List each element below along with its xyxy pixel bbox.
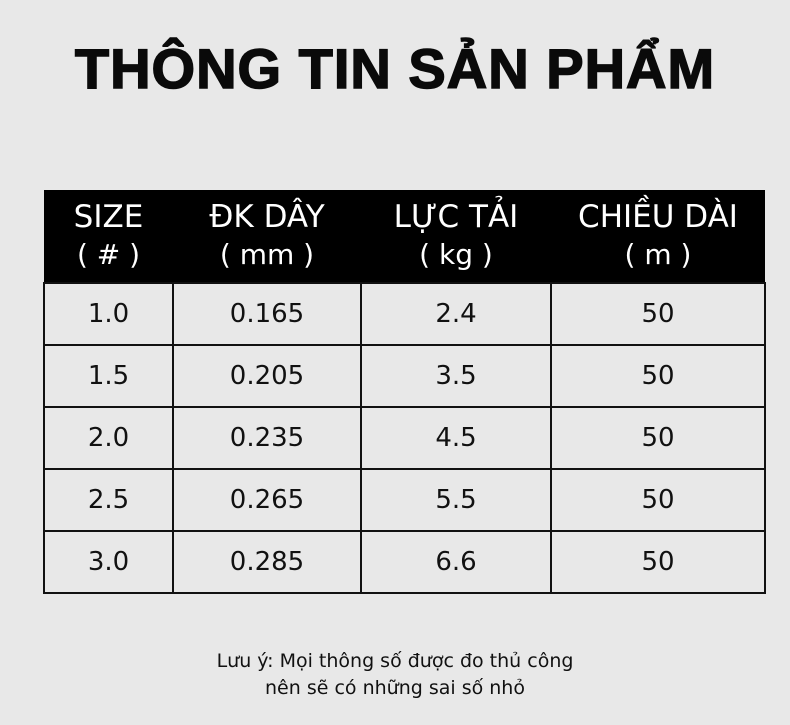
cell-diameter: 0.235 xyxy=(172,406,362,470)
cell-diameter: 0.285 xyxy=(172,530,362,594)
header-size: SIZE( # ) xyxy=(44,190,173,283)
table-row: 1.5 0.205 3.5 50 xyxy=(43,344,766,408)
table-header-row: SIZE( # ) ĐK DÂY( mm ) LỰC TẢI( kg ) CHI… xyxy=(44,190,765,283)
cell-size: 1.5 xyxy=(43,344,174,408)
table-row: 3.0 0.285 6.6 50 xyxy=(43,530,766,594)
cell-diameter: 0.265 xyxy=(172,468,362,532)
header-unit: ( kg ) xyxy=(419,238,493,271)
cell-diameter: 0.205 xyxy=(172,344,362,408)
cell-size: 2.0 xyxy=(43,406,174,470)
cell-size: 1.0 xyxy=(43,282,174,346)
note-line-2: nên sẽ có những sai số nhỏ xyxy=(265,677,525,699)
cell-load: 6.6 xyxy=(360,530,552,594)
table-row: 1.0 0.165 2.4 50 xyxy=(43,282,766,346)
header-label: LỰC TẢI xyxy=(393,199,519,235)
cell-length: 50 xyxy=(550,468,766,532)
cell-length: 50 xyxy=(550,344,766,408)
header-label: CHIỀU DÀI xyxy=(578,199,738,235)
cell-size: 2.5 xyxy=(43,468,174,532)
cell-load: 5.5 xyxy=(360,468,552,532)
cell-diameter: 0.165 xyxy=(172,282,362,346)
header-unit: ( mm ) xyxy=(219,238,315,271)
page-title: THÔNG TIN SẢN PHẨM xyxy=(74,36,716,101)
cell-length: 50 xyxy=(550,406,766,470)
header-label: ĐK DÂY xyxy=(209,199,325,235)
cell-load: 2.4 xyxy=(360,282,552,346)
product-spec-table: SIZE( # ) ĐK DÂY( mm ) LỰC TẢI( kg ) CHI… xyxy=(43,190,766,594)
table-row: 2.0 0.235 4.5 50 xyxy=(43,406,766,470)
note-line-1: Lưu ý: Mọi thông số được đo thủ công xyxy=(216,650,574,672)
header-length: CHIỀU DÀI( m ) xyxy=(551,190,765,283)
cell-load: 4.5 xyxy=(360,406,552,470)
cell-size: 3.0 xyxy=(43,530,174,594)
header-unit: ( # ) xyxy=(76,238,141,271)
header-diameter: ĐK DÂY( mm ) xyxy=(173,190,361,283)
header-unit: ( m ) xyxy=(624,238,692,271)
table-row: 2.5 0.265 5.5 50 xyxy=(43,468,766,532)
cell-load: 3.5 xyxy=(360,344,552,408)
cell-length: 50 xyxy=(550,282,766,346)
header-label: SIZE xyxy=(73,199,144,235)
cell-length: 50 xyxy=(550,530,766,594)
header-load: LỰC TẢI( kg ) xyxy=(361,190,551,283)
disclaimer-note: Lưu ý: Mọi thông số được đo thủ công nên… xyxy=(0,648,790,702)
